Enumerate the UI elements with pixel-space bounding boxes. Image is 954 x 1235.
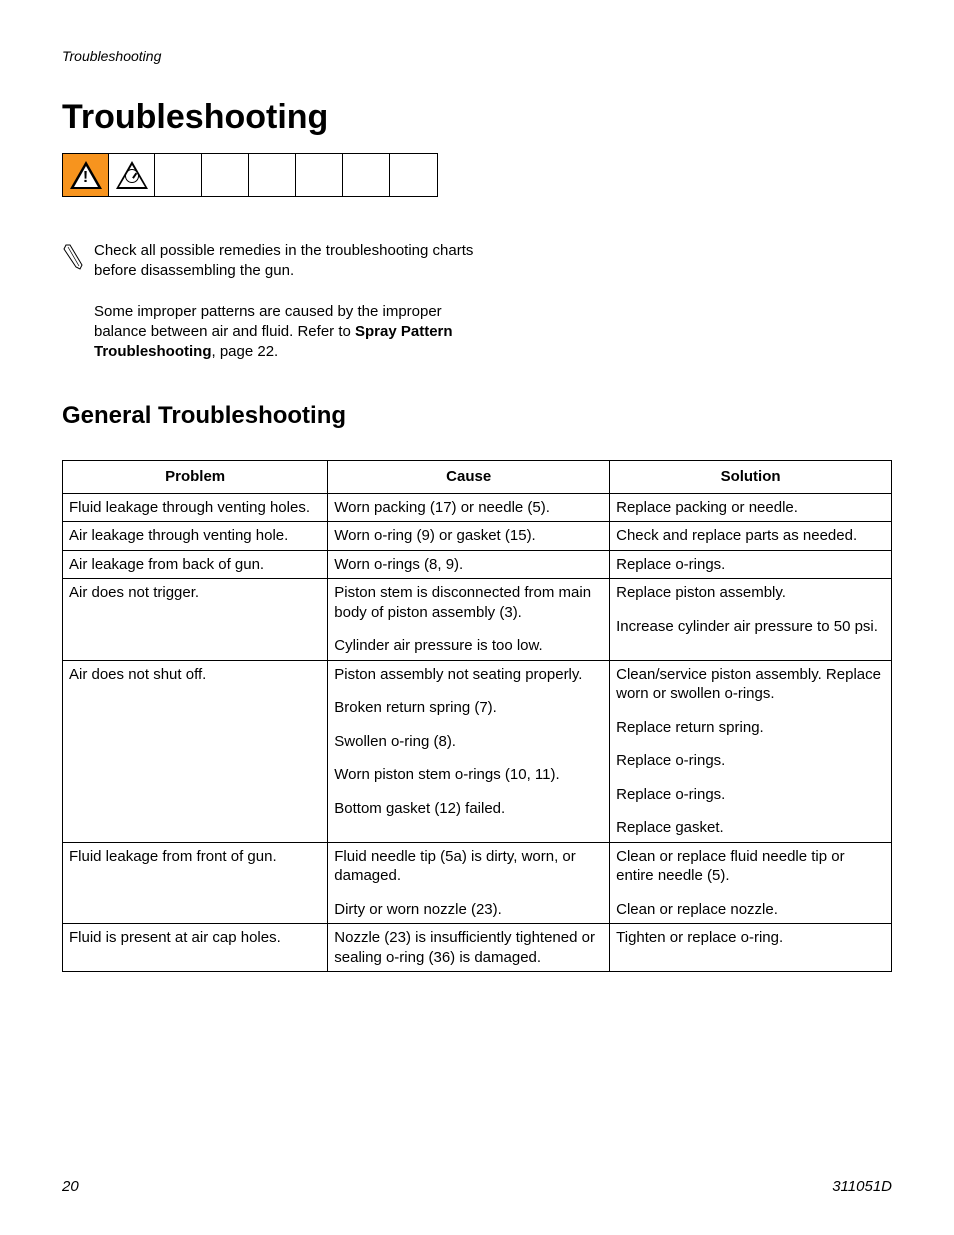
solution-item: Clean or replace fluid needle tip or ent… <box>616 847 885 886</box>
cause-item: Cylinder air pressure is too low. <box>334 636 603 656</box>
empty-icon-cell <box>390 154 437 196</box>
cell-problem: Fluid leakage through venting holes. <box>63 493 328 522</box>
solution-item: Clean/service piston assembly. Replace w… <box>616 665 885 704</box>
solution-item: Replace o-rings. <box>616 751 885 771</box>
empty-icon-cell <box>202 154 249 196</box>
cause-item: Bottom gasket (12) failed. <box>334 799 603 819</box>
cell-problem: Air does not shut off. <box>63 660 328 842</box>
hazard-icon-strip: ! <box>62 153 438 197</box>
col-header-solution: Solution <box>610 461 892 494</box>
solution-item: Increase cylinder air pressure to 50 psi… <box>616 617 885 637</box>
page-number: 20 <box>62 1178 79 1195</box>
cell-cause: Fluid needle tip (5a) is dirty, worn, or… <box>328 842 610 924</box>
cause-item: Piston stem is disconnected from main bo… <box>334 583 603 622</box>
table-row: Fluid is present at air cap holes.Nozzle… <box>63 924 892 972</box>
solution-item: Clean or replace nozzle. <box>616 900 885 920</box>
solution-item: Replace o-rings. <box>616 785 885 805</box>
cause-item: Dirty or worn nozzle (23). <box>334 900 603 920</box>
table-row: Air leakage from back of gun.Worn o-ring… <box>63 550 892 579</box>
solution-item: Replace return spring. <box>616 718 885 738</box>
section-subheading: General Troubleshooting <box>62 402 892 430</box>
cause-item: Swollen o-ring (8). <box>334 732 603 752</box>
table-row: Fluid leakage from front of gun.Fluid ne… <box>63 842 892 924</box>
cell-problem: Fluid leakage from front of gun. <box>63 842 328 924</box>
gauge-icon <box>123 169 141 187</box>
table-row: Air leakage through venting hole.Worn o-… <box>63 522 892 551</box>
note-text: Check all possible remedies in the troub… <box>94 241 482 282</box>
empty-icon-cell <box>155 154 202 196</box>
cause-item: Worn piston stem o-rings (10, 11). <box>334 765 603 785</box>
running-head: Troubleshooting <box>62 48 892 64</box>
col-header-cause: Cause <box>328 461 610 494</box>
table-row: Air does not trigger.Piston stem is disc… <box>63 579 892 661</box>
table-row: Fluid leakage through venting holes.Worn… <box>63 493 892 522</box>
table-body: Fluid leakage through venting holes.Worn… <box>63 493 892 972</box>
doc-number: 311051D <box>832 1178 892 1195</box>
cell-solution: Tighten or replace o-ring. <box>610 924 892 972</box>
cell-cause: Worn o-ring (9) or gasket (15). <box>328 522 610 551</box>
pencil-icon <box>62 243 84 271</box>
warning-icon-cell: ! <box>63 154 109 196</box>
cell-problem: Fluid is present at air cap holes. <box>63 924 328 972</box>
cell-cause: Piston stem is disconnected from main bo… <box>328 579 610 661</box>
table-header-row: Problem Cause Solution <box>63 461 892 494</box>
warning-triangle-icon: ! <box>70 161 102 189</box>
solution-item: Replace piston assembly. <box>616 583 885 603</box>
troubleshooting-table: Problem Cause Solution Fluid leakage thr… <box>62 460 892 972</box>
page-footer: 20 311051D <box>62 1178 892 1195</box>
cause-item: Fluid needle tip (5a) is dirty, worn, or… <box>334 847 603 886</box>
note-block-2: Some improper patterns are caused by the… <box>94 302 494 363</box>
cell-solution: Replace piston assembly. Increase cylinde… <box>610 579 892 661</box>
cell-solution: Replace packing or needle. <box>610 493 892 522</box>
cell-problem: Air does not trigger. <box>63 579 328 661</box>
empty-icon-cell <box>343 154 390 196</box>
cell-cause: Worn o-rings (8, 9). <box>328 550 610 579</box>
cell-cause: Nozzle (23) is insufficiently tightened … <box>328 924 610 972</box>
cell-cause: Piston assembly not seating properly. Bro… <box>328 660 610 842</box>
cell-problem: Air leakage through venting hole. <box>63 522 328 551</box>
cell-solution: Clean/service piston assembly. Replace w… <box>610 660 892 842</box>
empty-icon-cell <box>249 154 296 196</box>
empty-icon-cell <box>296 154 343 196</box>
page: Troubleshooting Troubleshooting ! Check … <box>0 0 954 1235</box>
solution-item: Replace gasket. <box>616 818 885 838</box>
cause-item: Broken return spring (7). <box>334 698 603 718</box>
cell-solution: Replace o-rings. <box>610 550 892 579</box>
page-title: Troubleshooting <box>62 98 892 137</box>
note2-part-c: , page 22. <box>212 343 279 360</box>
pressure-icon-cell <box>109 154 155 196</box>
col-header-problem: Problem <box>63 461 328 494</box>
note-block: Check all possible remedies in the troub… <box>62 241 482 282</box>
cause-item: Piston assembly not seating properly. <box>334 665 603 685</box>
cell-solution: Clean or replace fluid needle tip or ent… <box>610 842 892 924</box>
pressure-triangle-icon <box>116 161 148 189</box>
table-row: Air does not shut off.Piston assembly no… <box>63 660 892 842</box>
cell-cause: Worn packing (17) or needle (5). <box>328 493 610 522</box>
cell-problem: Air leakage from back of gun. <box>63 550 328 579</box>
cell-solution: Check and replace parts as needed. <box>610 522 892 551</box>
